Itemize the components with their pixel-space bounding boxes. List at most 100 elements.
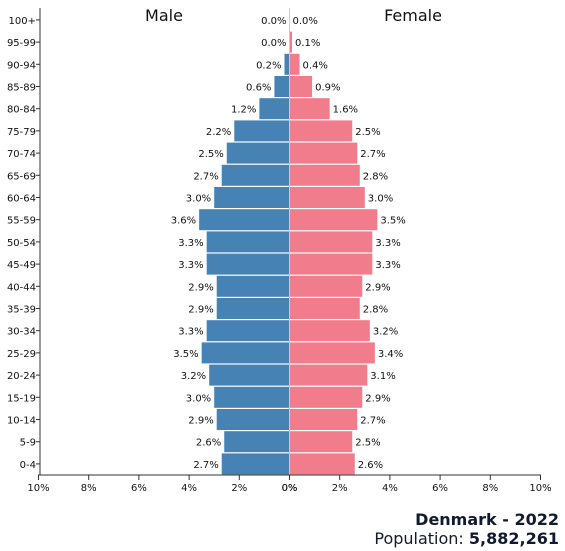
female-bar	[289, 298, 360, 319]
female-value-label: 0.0%	[293, 16, 318, 27]
female-value-label: 0.1%	[295, 38, 320, 49]
female-value-label: 0.4%	[303, 60, 328, 71]
male-value-label: 0.0%	[261, 38, 286, 49]
female-value-label: 2.8%	[363, 171, 388, 182]
male-bar	[259, 98, 290, 120]
female-bar	[289, 98, 330, 120]
population-value: 5,882,261	[468, 529, 559, 548]
male-value-label: 1.2%	[231, 105, 256, 116]
male-value-label: 0.6%	[246, 83, 271, 94]
x-tick-label-right: 8%	[482, 483, 498, 494]
female-value-label: 2.9%	[365, 282, 390, 293]
male-bar	[284, 53, 290, 75]
male-bar	[206, 253, 290, 275]
male-value-label: 2.2%	[206, 127, 231, 138]
age-group-label: 50-54	[7, 238, 36, 249]
male-bar	[216, 298, 290, 319]
female-value-label: 2.6%	[358, 460, 383, 471]
population-pyramid-chart: Male Female 0-4 2.7% 2.6% 5-9 2.6% 2.5% 10-14 2.9…	[7, 6, 552, 494]
male-value-label: 2.9%	[188, 305, 213, 316]
female-bar	[289, 76, 313, 97]
male-value-label: 2.7%	[193, 171, 218, 182]
male-bar	[274, 76, 290, 97]
male-bar	[206, 231, 290, 253]
age-group-label: 15-19	[7, 393, 36, 404]
x-tick-label-right: 10%	[529, 483, 551, 494]
female-value-label: 2.5%	[355, 127, 380, 138]
male-value-label: 0.2%	[256, 60, 281, 71]
female-value-label: 3.4%	[378, 349, 403, 360]
x-tick-label-right: 4%	[382, 483, 398, 494]
female-bar	[289, 409, 358, 430]
male-value-label: 2.5%	[198, 149, 223, 160]
female-bar	[289, 386, 363, 408]
age-group-label: 90-94	[7, 60, 36, 71]
age-group-label: 0-4	[20, 460, 36, 471]
male-value-label: 3.3%	[178, 260, 203, 271]
female-bar	[289, 231, 373, 253]
x-tick-label-left: 4%	[181, 483, 197, 494]
age-group-label: 80-84	[7, 105, 36, 116]
male-bar	[221, 164, 290, 186]
male-value-label: 3.3%	[178, 238, 203, 249]
male-value-label: 3.5%	[173, 349, 198, 360]
age-group-label: 95-99	[7, 38, 36, 49]
female-bar	[289, 453, 355, 475]
female-value-label: 3.1%	[370, 371, 395, 382]
female-bar	[289, 364, 368, 386]
series-title-female: Female	[384, 6, 442, 25]
male-value-label: 2.9%	[188, 282, 213, 293]
male-value-label: 0.0%	[261, 16, 286, 27]
female-bar	[289, 53, 300, 75]
x-tick-label-right: 0%	[282, 483, 298, 494]
female-value-label: 3.5%	[380, 216, 405, 227]
female-bar	[289, 320, 370, 342]
male-bar	[226, 142, 290, 164]
x-tick-label-left: 6%	[131, 483, 147, 494]
male-bar	[216, 275, 290, 297]
male-value-label: 2.7%	[193, 460, 218, 471]
female-bar	[289, 275, 363, 297]
female-value-label: 3.3%	[375, 238, 400, 249]
male-bar	[206, 320, 290, 342]
female-bar	[289, 142, 358, 164]
age-group-label: 40-44	[7, 282, 36, 293]
age-group-label: 55-59	[7, 216, 36, 227]
female-value-label: 0.9%	[315, 83, 340, 94]
population-caption: Population: 5,882,261	[374, 529, 559, 548]
male-value-label: 3.3%	[178, 327, 203, 338]
age-group-label: 65-69	[7, 171, 36, 182]
female-bar	[289, 342, 375, 364]
age-group-label: 25-29	[7, 349, 36, 360]
male-bar	[234, 120, 290, 142]
male-bar	[199, 209, 290, 231]
female-value-label: 2.7%	[360, 149, 385, 160]
age-group-label: 5-9	[20, 438, 36, 449]
male-bar	[214, 386, 290, 408]
female-value-label: 2.8%	[363, 305, 388, 316]
female-bar	[289, 187, 365, 208]
female-bar	[289, 253, 373, 275]
male-bar	[224, 431, 290, 453]
female-bar	[289, 431, 353, 453]
female-bar	[289, 164, 360, 186]
female-value-label: 3.0%	[368, 194, 393, 205]
x-tick-label-left: 0%	[282, 483, 298, 494]
male-value-label: 3.2%	[181, 371, 206, 382]
age-group-label: 70-74	[7, 149, 36, 160]
age-group-label: 60-64	[7, 194, 36, 205]
male-value-label: 2.6%	[196, 438, 221, 449]
age-group-label: 100+	[9, 16, 36, 27]
age-group-label: 75-79	[7, 127, 36, 138]
male-bar	[221, 453, 290, 475]
male-value-label: 3.0%	[186, 194, 211, 205]
x-tick-label-left: 8%	[81, 483, 97, 494]
series-title-male: Male	[145, 6, 183, 25]
male-value-label: 3.0%	[186, 393, 211, 404]
male-value-label: 2.9%	[188, 416, 213, 427]
age-group-label: 30-34	[7, 327, 36, 338]
male-bar	[214, 187, 290, 208]
female-value-label: 2.7%	[360, 416, 385, 427]
x-tick-label-right: 2%	[332, 483, 348, 494]
age-group-label: 20-24	[7, 371, 36, 382]
